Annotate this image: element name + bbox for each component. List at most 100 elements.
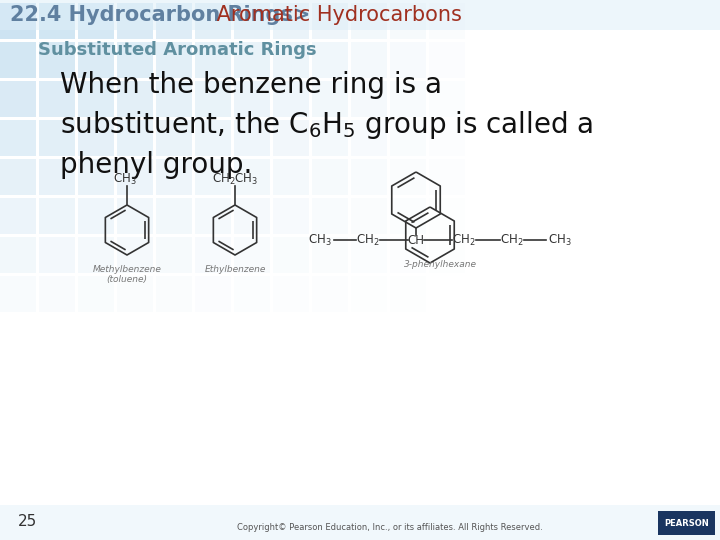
Bar bbox=[0, 0, 720, 30]
Text: Methylbenzene: Methylbenzene bbox=[93, 265, 161, 274]
Bar bbox=[39, 120, 75, 156]
Text: When the benzene ring is a: When the benzene ring is a bbox=[60, 71, 442, 99]
Bar bbox=[195, 3, 231, 39]
Bar bbox=[312, 198, 348, 234]
Bar bbox=[39, 3, 75, 39]
Bar bbox=[78, 120, 114, 156]
Bar bbox=[273, 237, 309, 273]
Bar bbox=[351, 159, 387, 195]
Bar bbox=[0, 3, 36, 39]
Bar bbox=[117, 198, 153, 234]
Bar bbox=[351, 237, 387, 273]
Bar bbox=[234, 81, 270, 117]
Text: CH: CH bbox=[408, 233, 425, 246]
Bar bbox=[39, 159, 75, 195]
Text: phenyl group.: phenyl group. bbox=[60, 151, 253, 179]
Bar bbox=[273, 81, 309, 117]
Bar bbox=[195, 198, 231, 234]
Text: CH$_3$: CH$_3$ bbox=[308, 232, 332, 247]
Bar bbox=[234, 237, 270, 273]
Text: Copyright© Pearson Education, Inc., or its affiliates. All Rights Reserved.: Copyright© Pearson Education, Inc., or i… bbox=[237, 523, 543, 532]
Bar bbox=[390, 3, 426, 39]
Bar bbox=[351, 276, 387, 312]
Bar bbox=[156, 159, 192, 195]
Bar bbox=[0, 42, 36, 78]
Bar bbox=[273, 276, 309, 312]
Bar bbox=[0, 81, 36, 117]
Bar bbox=[0, 198, 36, 234]
Bar bbox=[0, 120, 36, 156]
Bar bbox=[234, 276, 270, 312]
Bar bbox=[117, 3, 153, 39]
Bar bbox=[234, 42, 270, 78]
Bar bbox=[195, 276, 231, 312]
Bar bbox=[39, 276, 75, 312]
Bar bbox=[273, 120, 309, 156]
Bar bbox=[351, 81, 387, 117]
Bar bbox=[78, 81, 114, 117]
Text: CH$_2$: CH$_2$ bbox=[500, 232, 523, 247]
Text: Ethylbenzene: Ethylbenzene bbox=[204, 265, 266, 274]
Bar bbox=[156, 81, 192, 117]
Bar bbox=[156, 3, 192, 39]
Bar bbox=[312, 159, 348, 195]
Bar bbox=[117, 276, 153, 312]
Bar bbox=[78, 276, 114, 312]
Bar bbox=[429, 42, 465, 78]
Bar bbox=[117, 42, 153, 78]
Bar bbox=[351, 42, 387, 78]
Bar bbox=[273, 198, 309, 234]
Bar bbox=[312, 120, 348, 156]
Bar bbox=[0, 505, 720, 540]
Bar bbox=[78, 3, 114, 39]
Bar bbox=[390, 198, 426, 234]
Bar bbox=[39, 42, 75, 78]
Bar bbox=[0, 237, 36, 273]
Text: 3-phenylhexane: 3-phenylhexane bbox=[403, 260, 477, 269]
Bar bbox=[39, 237, 75, 273]
Bar bbox=[429, 120, 465, 156]
Bar bbox=[195, 159, 231, 195]
Bar bbox=[39, 81, 75, 117]
Bar bbox=[312, 276, 348, 312]
Bar bbox=[390, 237, 426, 273]
Bar bbox=[273, 159, 309, 195]
Bar bbox=[234, 198, 270, 234]
Bar bbox=[234, 3, 270, 39]
Bar bbox=[429, 198, 465, 234]
Bar bbox=[234, 159, 270, 195]
Bar bbox=[351, 120, 387, 156]
Text: CH$_2$CH$_3$: CH$_2$CH$_3$ bbox=[212, 172, 258, 186]
Bar bbox=[78, 198, 114, 234]
Bar bbox=[234, 120, 270, 156]
Bar bbox=[195, 42, 231, 78]
Bar bbox=[117, 237, 153, 273]
Bar bbox=[429, 3, 465, 39]
Bar bbox=[312, 81, 348, 117]
Bar bbox=[429, 159, 465, 195]
Bar bbox=[78, 237, 114, 273]
Bar bbox=[156, 276, 192, 312]
Text: CH$_3$: CH$_3$ bbox=[113, 172, 137, 186]
Bar bbox=[117, 120, 153, 156]
Bar bbox=[429, 237, 465, 273]
Bar bbox=[156, 198, 192, 234]
Text: (toluene): (toluene) bbox=[107, 275, 148, 284]
Text: Substituted Aromatic Rings: Substituted Aromatic Rings bbox=[38, 41, 317, 59]
Bar bbox=[312, 42, 348, 78]
Bar bbox=[156, 237, 192, 273]
Bar bbox=[429, 81, 465, 117]
Bar bbox=[390, 276, 426, 312]
Text: CH$_3$: CH$_3$ bbox=[548, 232, 572, 247]
Bar bbox=[156, 120, 192, 156]
Bar bbox=[273, 3, 309, 39]
Bar bbox=[351, 198, 387, 234]
Bar bbox=[351, 3, 387, 39]
Bar bbox=[78, 42, 114, 78]
Bar bbox=[658, 511, 715, 535]
Bar bbox=[390, 159, 426, 195]
Bar bbox=[78, 159, 114, 195]
Bar bbox=[312, 3, 348, 39]
Bar bbox=[156, 42, 192, 78]
Bar bbox=[195, 81, 231, 117]
